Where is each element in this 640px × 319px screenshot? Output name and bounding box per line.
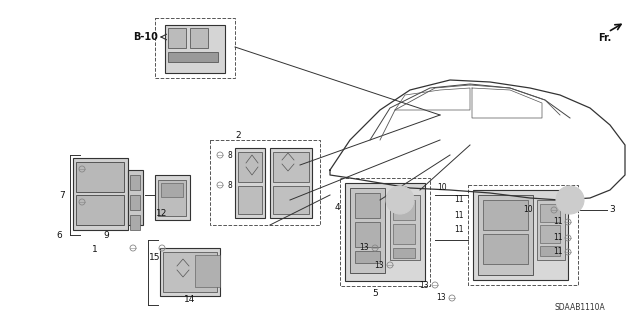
Bar <box>478 195 533 275</box>
Text: SDAAB1110A: SDAAB1110A <box>555 303 605 313</box>
Text: 10: 10 <box>524 205 533 214</box>
Text: 15: 15 <box>148 254 160 263</box>
Bar <box>163 252 217 292</box>
Bar <box>195 255 220 287</box>
Bar <box>210 140 320 225</box>
Bar <box>483 234 528 264</box>
Text: 9: 9 <box>103 231 109 240</box>
Bar <box>540 204 560 222</box>
Text: 7: 7 <box>60 190 65 199</box>
Bar <box>190 28 208 48</box>
Text: 13: 13 <box>374 261 384 270</box>
Bar <box>355 251 380 263</box>
Text: 11: 11 <box>454 226 463 234</box>
Bar <box>168 28 186 48</box>
Bar <box>355 193 380 218</box>
Text: 11: 11 <box>454 196 463 204</box>
Text: B-10: B-10 <box>133 32 158 42</box>
Text: 11: 11 <box>554 248 563 256</box>
Bar <box>393 248 415 258</box>
Bar <box>483 200 528 230</box>
Bar <box>155 18 235 78</box>
Bar <box>235 148 265 218</box>
Bar <box>238 152 262 182</box>
Text: 6: 6 <box>56 231 62 240</box>
Bar <box>155 175 190 220</box>
Text: 12: 12 <box>156 209 168 218</box>
Bar <box>76 162 124 192</box>
Bar <box>128 170 143 225</box>
Bar <box>540 225 560 243</box>
Text: 1: 1 <box>92 246 98 255</box>
Bar <box>393 224 415 244</box>
Text: 2: 2 <box>235 130 241 139</box>
Text: 4: 4 <box>334 204 340 212</box>
Text: 11: 11 <box>454 211 463 219</box>
Text: 3: 3 <box>609 205 615 214</box>
Text: 13: 13 <box>360 243 369 253</box>
Bar <box>161 183 183 197</box>
Text: 13: 13 <box>436 293 446 302</box>
Bar <box>168 52 218 62</box>
Bar <box>468 185 578 285</box>
Bar <box>355 222 380 247</box>
Bar <box>76 195 124 225</box>
Bar <box>130 215 140 230</box>
Bar <box>73 158 128 230</box>
Bar <box>130 195 140 210</box>
Text: 14: 14 <box>184 295 196 305</box>
Text: 8: 8 <box>228 181 233 189</box>
Bar <box>393 200 415 220</box>
Bar <box>473 190 568 280</box>
Bar <box>160 248 220 296</box>
Text: Fr.: Fr. <box>598 33 612 43</box>
Bar <box>345 183 425 281</box>
Bar <box>130 175 140 190</box>
Bar <box>540 246 560 256</box>
Text: 11: 11 <box>554 234 563 242</box>
Bar <box>238 186 262 214</box>
Bar <box>270 148 312 218</box>
Bar <box>340 178 430 286</box>
Circle shape <box>386 186 414 214</box>
Text: 13: 13 <box>419 280 429 290</box>
Bar <box>273 186 309 214</box>
Text: 10: 10 <box>437 183 447 192</box>
Bar <box>165 25 225 73</box>
Text: 8: 8 <box>228 151 233 160</box>
Text: 5: 5 <box>372 288 378 298</box>
Bar <box>390 195 420 260</box>
Bar <box>537 200 565 260</box>
Bar <box>350 188 385 273</box>
Bar <box>158 180 186 216</box>
Text: 11: 11 <box>554 218 563 226</box>
Circle shape <box>556 186 584 214</box>
Bar <box>273 152 309 182</box>
